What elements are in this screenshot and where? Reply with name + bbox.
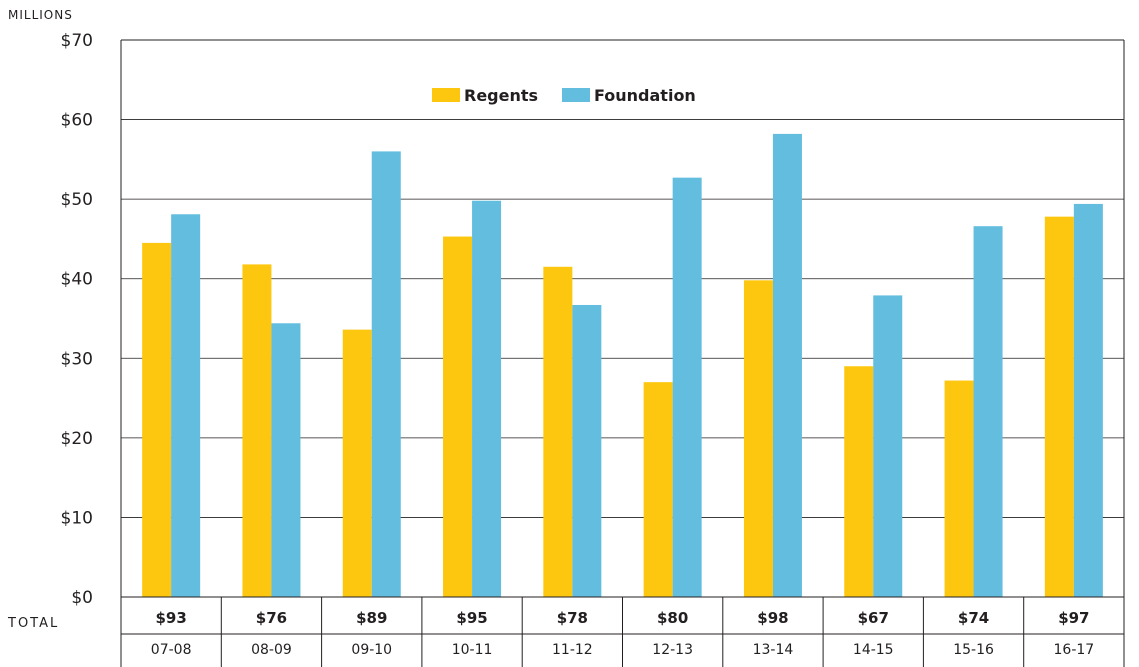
y-tick-label: $70 [61, 31, 93, 51]
y-tick-label: $0 [71, 588, 93, 608]
y-tick-label: $30 [61, 349, 93, 369]
bar-foundation-13-14 [772, 133, 802, 597]
bar-foundation-09-10 [371, 151, 401, 597]
legend-label-foundation: Foundation [594, 86, 696, 105]
x-category-label: 09-10 [351, 642, 392, 658]
total-value-10-11: $95 [456, 609, 487, 627]
x-category-label: 11-12 [552, 642, 593, 658]
bar-regents-11-12 [543, 266, 573, 597]
bar-foundation-15-16 [973, 226, 1003, 597]
bar-regents-08-09 [242, 264, 272, 597]
bar-foundation-12-13 [672, 177, 702, 597]
legend-label-regents: Regents [464, 86, 538, 105]
total-value-13-14: $98 [757, 609, 788, 627]
x-category-label: 12-13 [652, 642, 693, 658]
bar-regents-16-17 [1044, 216, 1074, 598]
totals-table: TOTAL $93 07-08 $76 08-09 $89 09-10 $95 10-11 $7… [7, 596, 1124, 667]
bar-foundation-11-12 [572, 304, 602, 597]
x-category-label: 15-16 [953, 642, 994, 658]
bar-regents-07-08 [142, 242, 172, 597]
x-category-label: 13-14 [753, 642, 794, 658]
legend-swatch-regents [432, 88, 460, 102]
bar-regents-12-13 [643, 382, 673, 597]
bar-foundation-10-11 [472, 200, 502, 597]
bar-foundation-14-15 [873, 295, 903, 597]
x-category-label: 16-17 [1054, 642, 1095, 658]
bar-foundation-07-08 [171, 214, 201, 598]
y-tick-label: $40 [61, 270, 93, 290]
bar-regents-09-10 [342, 329, 372, 597]
y-tick-label: $60 [61, 111, 93, 131]
bar-regents-15-16 [944, 380, 974, 597]
bar-regents-10-11 [443, 236, 473, 597]
y-tick-label: $20 [61, 429, 93, 449]
bar-regents-14-15 [844, 366, 874, 597]
bar-foundation-16-17 [1073, 203, 1103, 597]
legend-swatch-foundation [562, 88, 590, 102]
total-value-14-15: $67 [858, 609, 889, 627]
y-axis-ticks: $0 $10 $20 $30 $40 $50 $60 $70 [61, 31, 93, 608]
total-row-label: TOTAL [7, 616, 59, 631]
bar-regents-13-14 [743, 280, 773, 597]
total-value-11-12: $78 [557, 609, 588, 627]
unit-label: MILLIONS [8, 8, 73, 22]
x-category-label: 08-09 [251, 642, 292, 658]
total-value-12-13: $80 [657, 609, 688, 627]
x-category-label: 07-08 [151, 642, 192, 658]
total-value-09-10: $89 [356, 609, 387, 627]
total-value-15-16: $74 [958, 609, 989, 627]
total-value-08-09: $76 [256, 609, 287, 627]
total-value-16-17: $97 [1058, 609, 1089, 627]
bar-foundation-08-09 [271, 323, 301, 597]
x-category-label: 14-15 [853, 642, 894, 658]
legend: Regents Foundation [432, 86, 696, 105]
y-tick-label: $10 [61, 508, 93, 528]
y-tick-label: $50 [61, 190, 93, 210]
bars [142, 133, 1103, 598]
total-value-07-08: $93 [155, 609, 186, 627]
x-category-label: 10-11 [452, 642, 493, 658]
